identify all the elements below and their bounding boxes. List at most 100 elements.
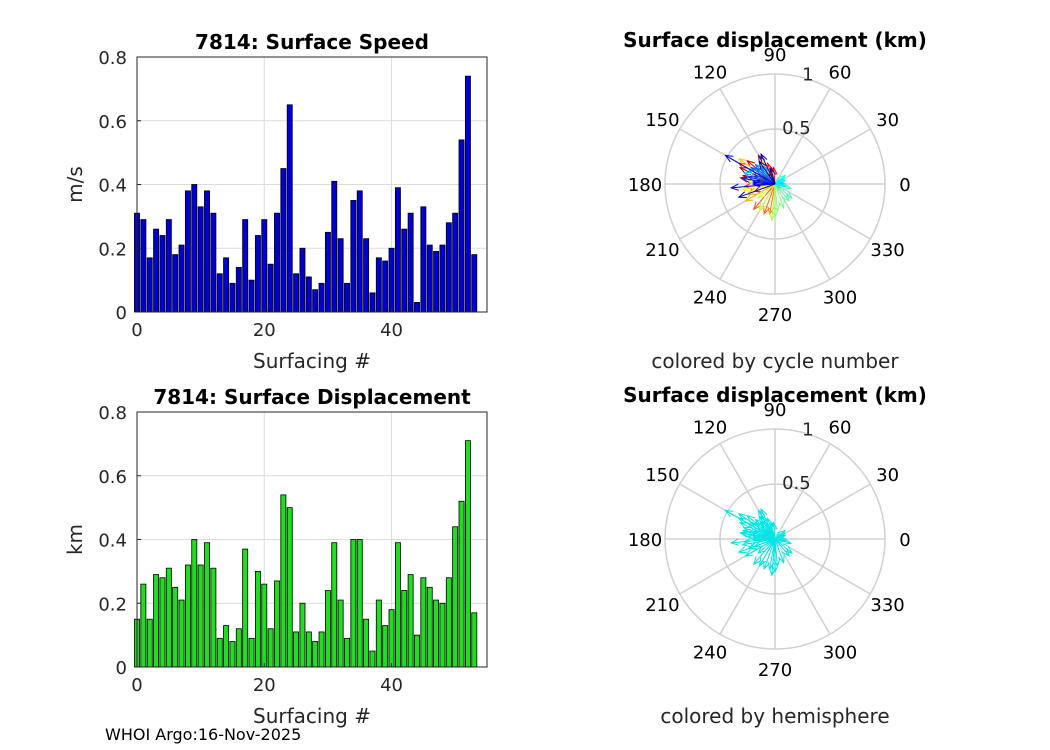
bar: [471, 254, 478, 313]
y-tick-label: 0.4: [98, 531, 127, 552]
displacement-arrow: [738, 183, 776, 198]
bar: [165, 567, 172, 668]
angle-tick-label: 180: [628, 530, 662, 551]
bar: [356, 539, 363, 668]
bar: [471, 612, 478, 668]
bar: [426, 244, 433, 313]
polar-spoke: [774, 538, 871, 595]
displacement-arrow: [731, 538, 776, 544]
y-tick-label: 0.2: [98, 594, 127, 615]
displacement-arrow: [763, 183, 776, 215]
bar: [445, 222, 452, 313]
bar: [223, 625, 230, 668]
arrow-head: [746, 514, 755, 524]
y-tick-label: 0.8: [98, 48, 127, 69]
bar: [184, 190, 191, 313]
arrow-head: [771, 564, 779, 574]
bar: [363, 618, 370, 668]
angle-tick-label: 0: [899, 530, 910, 551]
bar: [305, 276, 312, 313]
arrow-head: [742, 526, 753, 534]
bar: [318, 282, 325, 313]
displacement-arrow: [770, 522, 776, 540]
displacement-arrow: [745, 538, 776, 557]
bar: [452, 526, 459, 668]
bar: [274, 212, 280, 313]
y-tick-label: 0: [116, 303, 127, 324]
bar: [235, 266, 242, 313]
displacement-arrow: [770, 167, 776, 185]
displacement-arrow: [760, 153, 776, 185]
displacement-arrow: [774, 182, 784, 185]
arrow-head: [757, 545, 766, 554]
bar: [356, 190, 363, 313]
bar: [229, 641, 236, 668]
bar: [204, 190, 210, 313]
bar: [254, 570, 261, 668]
bar: [388, 609, 395, 668]
bar: [210, 567, 217, 668]
x-axis-label: Surfacing #: [253, 704, 371, 728]
radial-tick-label: 1: [802, 419, 813, 440]
displacement-arrow: [757, 538, 776, 554]
bar: [394, 542, 401, 668]
bar: [414, 302, 420, 313]
bar: [401, 228, 408, 313]
angle-tick-label: 60: [829, 417, 852, 438]
bar: [172, 254, 179, 313]
bar: [146, 257, 153, 313]
bar: [420, 577, 427, 668]
arrow-head: [757, 190, 766, 199]
polar-spoke: [774, 128, 871, 185]
arrow-head: [729, 538, 739, 546]
y-tick-label: 0.8: [98, 403, 127, 424]
bar: [223, 257, 230, 313]
arrow-head: [751, 180, 761, 188]
arrow-head: [784, 545, 793, 554]
arrow-head: [746, 159, 755, 169]
arrow-head: [773, 558, 781, 568]
x-tick-label: 0: [131, 320, 142, 341]
angle-tick-label: 150: [645, 110, 679, 131]
bar: [293, 631, 300, 668]
bar: [407, 574, 414, 668]
bar: [331, 542, 338, 668]
arrow-head: [769, 166, 777, 177]
angle-tick-label: 180: [628, 175, 662, 196]
arrow-head: [752, 201, 762, 211]
angle-tick-label: 90: [764, 400, 787, 421]
bar: [305, 631, 312, 668]
angle-tick-label: 300: [823, 643, 857, 664]
arrow-head: [737, 513, 747, 521]
bar: [274, 580, 280, 668]
polar-title: Surface displacement (km): [623, 383, 927, 407]
arrow-head: [777, 199, 785, 209]
x-tick-label: 40: [380, 320, 403, 341]
polar-spoke: [774, 483, 871, 540]
bar: [363, 238, 370, 313]
arrow-head: [737, 546, 747, 554]
bar: [312, 289, 319, 313]
bar: [191, 539, 198, 668]
bar: [153, 574, 160, 668]
bar: [299, 602, 306, 668]
displacement-arrow: [760, 508, 776, 540]
angle-tick-label: 90: [764, 45, 787, 66]
bar: [242, 219, 249, 313]
displacement-arrow: [774, 537, 784, 540]
bar: [375, 599, 382, 668]
bar: [204, 542, 210, 668]
arrow-head: [777, 554, 785, 564]
arrow-head: [751, 535, 761, 543]
arrow-head: [729, 183, 739, 191]
displacement-arrow: [725, 509, 776, 540]
arrow-head: [782, 537, 793, 545]
displacement-arrow: [771, 183, 776, 221]
angle-tick-label: 120: [693, 62, 727, 83]
polar-caption: colored by cycle number: [651, 349, 899, 373]
y-tick-label: 0: [116, 658, 127, 679]
bar: [350, 539, 357, 668]
bar: [267, 263, 274, 313]
arrow-head: [782, 182, 793, 190]
polar-caption: colored by hemisphere: [660, 704, 889, 728]
